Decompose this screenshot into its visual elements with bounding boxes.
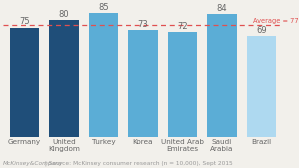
Text: 80: 80 (59, 10, 69, 19)
Bar (49, 20, 79, 137)
Bar (89, 13, 118, 137)
Text: 84: 84 (217, 4, 227, 13)
Bar (207, 14, 237, 137)
Text: 72: 72 (177, 22, 188, 31)
Bar (168, 32, 197, 137)
Bar (128, 30, 158, 137)
Text: | Source: McKinsey consumer research (n = 10,000), Sept 2015: | Source: McKinsey consumer research (n … (43, 161, 233, 166)
Text: McKinsey&Company: McKinsey&Company (3, 161, 63, 166)
Bar (10, 28, 39, 137)
Bar (247, 36, 276, 137)
Text: Average = 77: Average = 77 (253, 18, 299, 24)
Text: 75: 75 (19, 17, 30, 26)
Text: 73: 73 (138, 20, 148, 29)
Text: 85: 85 (98, 3, 109, 12)
Text: 69: 69 (256, 26, 267, 35)
